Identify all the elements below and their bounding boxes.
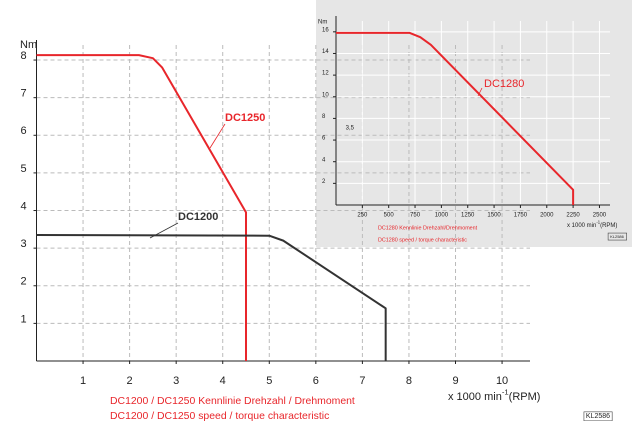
- y-tick-label: 16: [322, 27, 329, 33]
- series-line: [36, 54, 248, 361]
- y-tick-label: 4: [322, 157, 326, 163]
- series-label: DC1280: [484, 78, 524, 90]
- caption: DC1280 Kennlinie Drehzahl/Drehmoment: [378, 225, 478, 231]
- x-tick-label: 7: [359, 375, 365, 387]
- y-tick-label: 8: [322, 114, 326, 120]
- x-tick-label: 2000: [540, 213, 554, 219]
- x-tick-label: 3: [173, 375, 179, 387]
- y-tick-label: 1: [21, 313, 27, 325]
- x-axis-label-unit: (RPM): [509, 391, 541, 403]
- label-leader: [149, 222, 179, 239]
- y-tick-label: 3: [21, 238, 27, 250]
- series-label: DC1250: [225, 112, 265, 124]
- x-tick-label: 1500: [487, 213, 501, 219]
- x-tick-label: 9: [452, 375, 458, 387]
- y-tick-label: 14: [322, 49, 329, 55]
- x-tick-label: 1750: [514, 213, 528, 219]
- caption: DC1200 / DC1250 Kennlinie Drehzahl / Dre…: [110, 396, 355, 407]
- x-tick-label: 250: [357, 213, 368, 219]
- label-leader: [209, 123, 226, 149]
- x-tick-label: 10: [496, 375, 508, 387]
- y-tick-label: 7: [21, 88, 27, 100]
- x-axis-label-text: x 1000 min: [567, 223, 596, 229]
- y-tick-label: 4: [21, 200, 27, 212]
- y-annotation: 3,5: [346, 126, 355, 132]
- inset-background: [316, 0, 632, 247]
- x-tick-label: 500: [384, 213, 395, 219]
- y-tick-label: 12: [322, 71, 329, 77]
- x-axis-label-text: x 1000 min: [448, 391, 502, 403]
- y-tick-label: 6: [322, 136, 326, 142]
- label-leader: [477, 87, 483, 97]
- x-axis-label: x 1000 min-1(RPM): [448, 388, 540, 403]
- x-tick-label: 2500: [593, 213, 607, 219]
- series-label: DC1200: [178, 211, 218, 223]
- x-axis-label-unit: (RPM): [600, 223, 617, 229]
- x-tick-label: 2: [127, 375, 133, 387]
- caption: DC1280 speed / torque characteristic: [378, 237, 467, 243]
- y-tick-label: 2: [322, 179, 326, 185]
- y-axis-label: Nm: [318, 20, 327, 26]
- x-tick-label: 1250: [461, 213, 475, 219]
- code-label: KL2586: [586, 413, 610, 420]
- y-axis-label: Nm: [20, 39, 37, 51]
- x-tick-label: 4: [220, 375, 226, 387]
- series-line: [36, 233, 387, 361]
- code-box: [607, 232, 627, 241]
- y-tick-label: 8: [21, 50, 27, 62]
- x-axis-label: x 1000 min-1(RPM): [567, 220, 617, 229]
- y-tick-label: 6: [21, 125, 27, 137]
- x-tick-label: 1000: [435, 213, 449, 219]
- code-label: KL2586: [610, 234, 625, 239]
- series-line: [336, 31, 575, 205]
- x-tick-label: 6: [313, 375, 319, 387]
- x-tick-label: 5: [266, 375, 272, 387]
- x-tick-label: 8: [406, 375, 412, 387]
- x-tick-label: 1: [80, 375, 86, 387]
- y-tick-label: 5: [21, 163, 27, 175]
- x-axis-label-sup: -1: [502, 388, 509, 397]
- y-tick-label: 10: [322, 92, 329, 98]
- caption: DC1200 / DC1250 speed / torque character…: [110, 411, 329, 421]
- x-axis-label-sup: -1: [596, 220, 600, 225]
- x-tick-label: 750: [410, 213, 421, 219]
- x-tick-label: 2250: [566, 213, 580, 219]
- y-tick-label: 2: [21, 276, 27, 288]
